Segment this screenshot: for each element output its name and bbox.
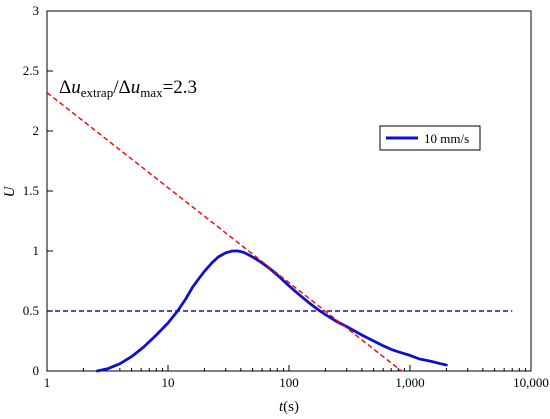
annotation-delta1: Δ: [59, 77, 71, 98]
y-tick-label: 1: [33, 243, 40, 258]
y-tick-label: 3: [33, 3, 40, 18]
y-tick-label: 0: [33, 363, 40, 378]
annotation-sub2: max: [140, 85, 163, 100]
x-tick-label: 10: [162, 375, 175, 390]
legend-label: 10 mm/s: [424, 131, 469, 146]
y-tick-label: 2.5: [23, 63, 39, 78]
x-tick-label: 1: [44, 375, 51, 390]
x-axis-title-unit: (s): [283, 399, 299, 415]
annotation-u1: u: [71, 77, 81, 98]
y-tick-label: 1.5: [23, 183, 39, 198]
extrapolation-line: [46, 92, 402, 372]
y-axis-ticks: 0 0.5 1 1.5 2 2.5 3: [23, 3, 53, 378]
annotation-sub1: extrap: [81, 85, 113, 100]
plot-area: [46, 10, 532, 372]
y-axis-title: U: [2, 185, 18, 197]
x-axis-title: t(s): [279, 399, 299, 415]
x-tick-label: 100: [279, 375, 299, 390]
annotation-delta2: Δ: [118, 77, 130, 98]
x-axis-title-var: t: [279, 399, 284, 415]
series-layer: [46, 92, 513, 373]
series-line-measured: [95, 249, 448, 373]
annotation-slash: /: [113, 77, 119, 98]
legend: 10 mm/s: [379, 125, 481, 151]
annotation-u2: u: [131, 77, 141, 98]
x-tick-label: 1,000: [395, 375, 424, 390]
x-axis-ticks: 1 10 100 1,000 10,000: [44, 365, 549, 390]
y-tick-label: 2: [33, 123, 40, 138]
annotation-value: =2.3: [163, 77, 197, 98]
x-tick-label: 10,000: [513, 375, 549, 390]
y-tick-label: 0.5: [23, 303, 39, 318]
annotation-ratio: Δuextrap/Δumax=2.3: [59, 77, 197, 100]
